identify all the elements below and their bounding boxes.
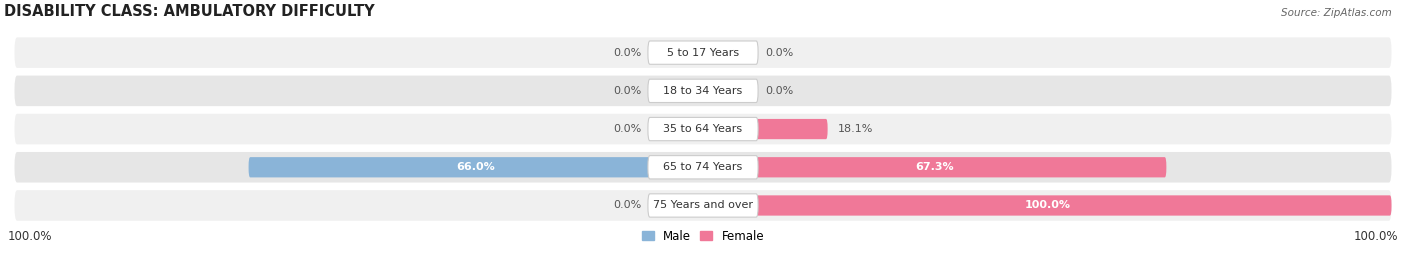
- FancyBboxPatch shape: [669, 43, 703, 63]
- Legend: Male, Female: Male, Female: [641, 230, 765, 243]
- Text: 75 Years and over: 75 Years and over: [652, 200, 754, 210]
- FancyBboxPatch shape: [703, 43, 737, 63]
- FancyBboxPatch shape: [703, 81, 737, 101]
- Text: 5 to 17 Years: 5 to 17 Years: [666, 48, 740, 58]
- Text: 0.0%: 0.0%: [613, 200, 641, 210]
- Text: 67.3%: 67.3%: [915, 162, 955, 172]
- Text: 66.0%: 66.0%: [457, 162, 495, 172]
- Text: 65 to 74 Years: 65 to 74 Years: [664, 162, 742, 172]
- FancyBboxPatch shape: [249, 157, 703, 177]
- Text: Source: ZipAtlas.com: Source: ZipAtlas.com: [1281, 8, 1392, 18]
- FancyBboxPatch shape: [14, 152, 1392, 183]
- Text: 0.0%: 0.0%: [613, 124, 641, 134]
- FancyBboxPatch shape: [14, 190, 1392, 221]
- FancyBboxPatch shape: [703, 119, 828, 139]
- FancyBboxPatch shape: [648, 194, 758, 217]
- Text: 0.0%: 0.0%: [613, 86, 641, 96]
- Text: DISABILITY CLASS: AMBULATORY DIFFICULTY: DISABILITY CLASS: AMBULATORY DIFFICULTY: [4, 4, 375, 19]
- Text: 0.0%: 0.0%: [613, 48, 641, 58]
- FancyBboxPatch shape: [703, 195, 1392, 216]
- FancyBboxPatch shape: [669, 119, 703, 139]
- FancyBboxPatch shape: [14, 37, 1392, 68]
- FancyBboxPatch shape: [14, 114, 1392, 144]
- Text: 0.0%: 0.0%: [765, 86, 793, 96]
- FancyBboxPatch shape: [648, 79, 758, 102]
- FancyBboxPatch shape: [669, 195, 703, 216]
- Text: 100.0%: 100.0%: [1354, 230, 1399, 243]
- Text: 100.0%: 100.0%: [7, 230, 52, 243]
- Text: 100.0%: 100.0%: [1024, 200, 1070, 210]
- FancyBboxPatch shape: [14, 76, 1392, 106]
- Text: 0.0%: 0.0%: [765, 48, 793, 58]
- FancyBboxPatch shape: [703, 157, 1167, 177]
- FancyBboxPatch shape: [648, 117, 758, 141]
- Text: 35 to 64 Years: 35 to 64 Years: [664, 124, 742, 134]
- Text: 18 to 34 Years: 18 to 34 Years: [664, 86, 742, 96]
- FancyBboxPatch shape: [648, 41, 758, 64]
- FancyBboxPatch shape: [648, 156, 758, 179]
- Text: 18.1%: 18.1%: [838, 124, 873, 134]
- FancyBboxPatch shape: [669, 81, 703, 101]
